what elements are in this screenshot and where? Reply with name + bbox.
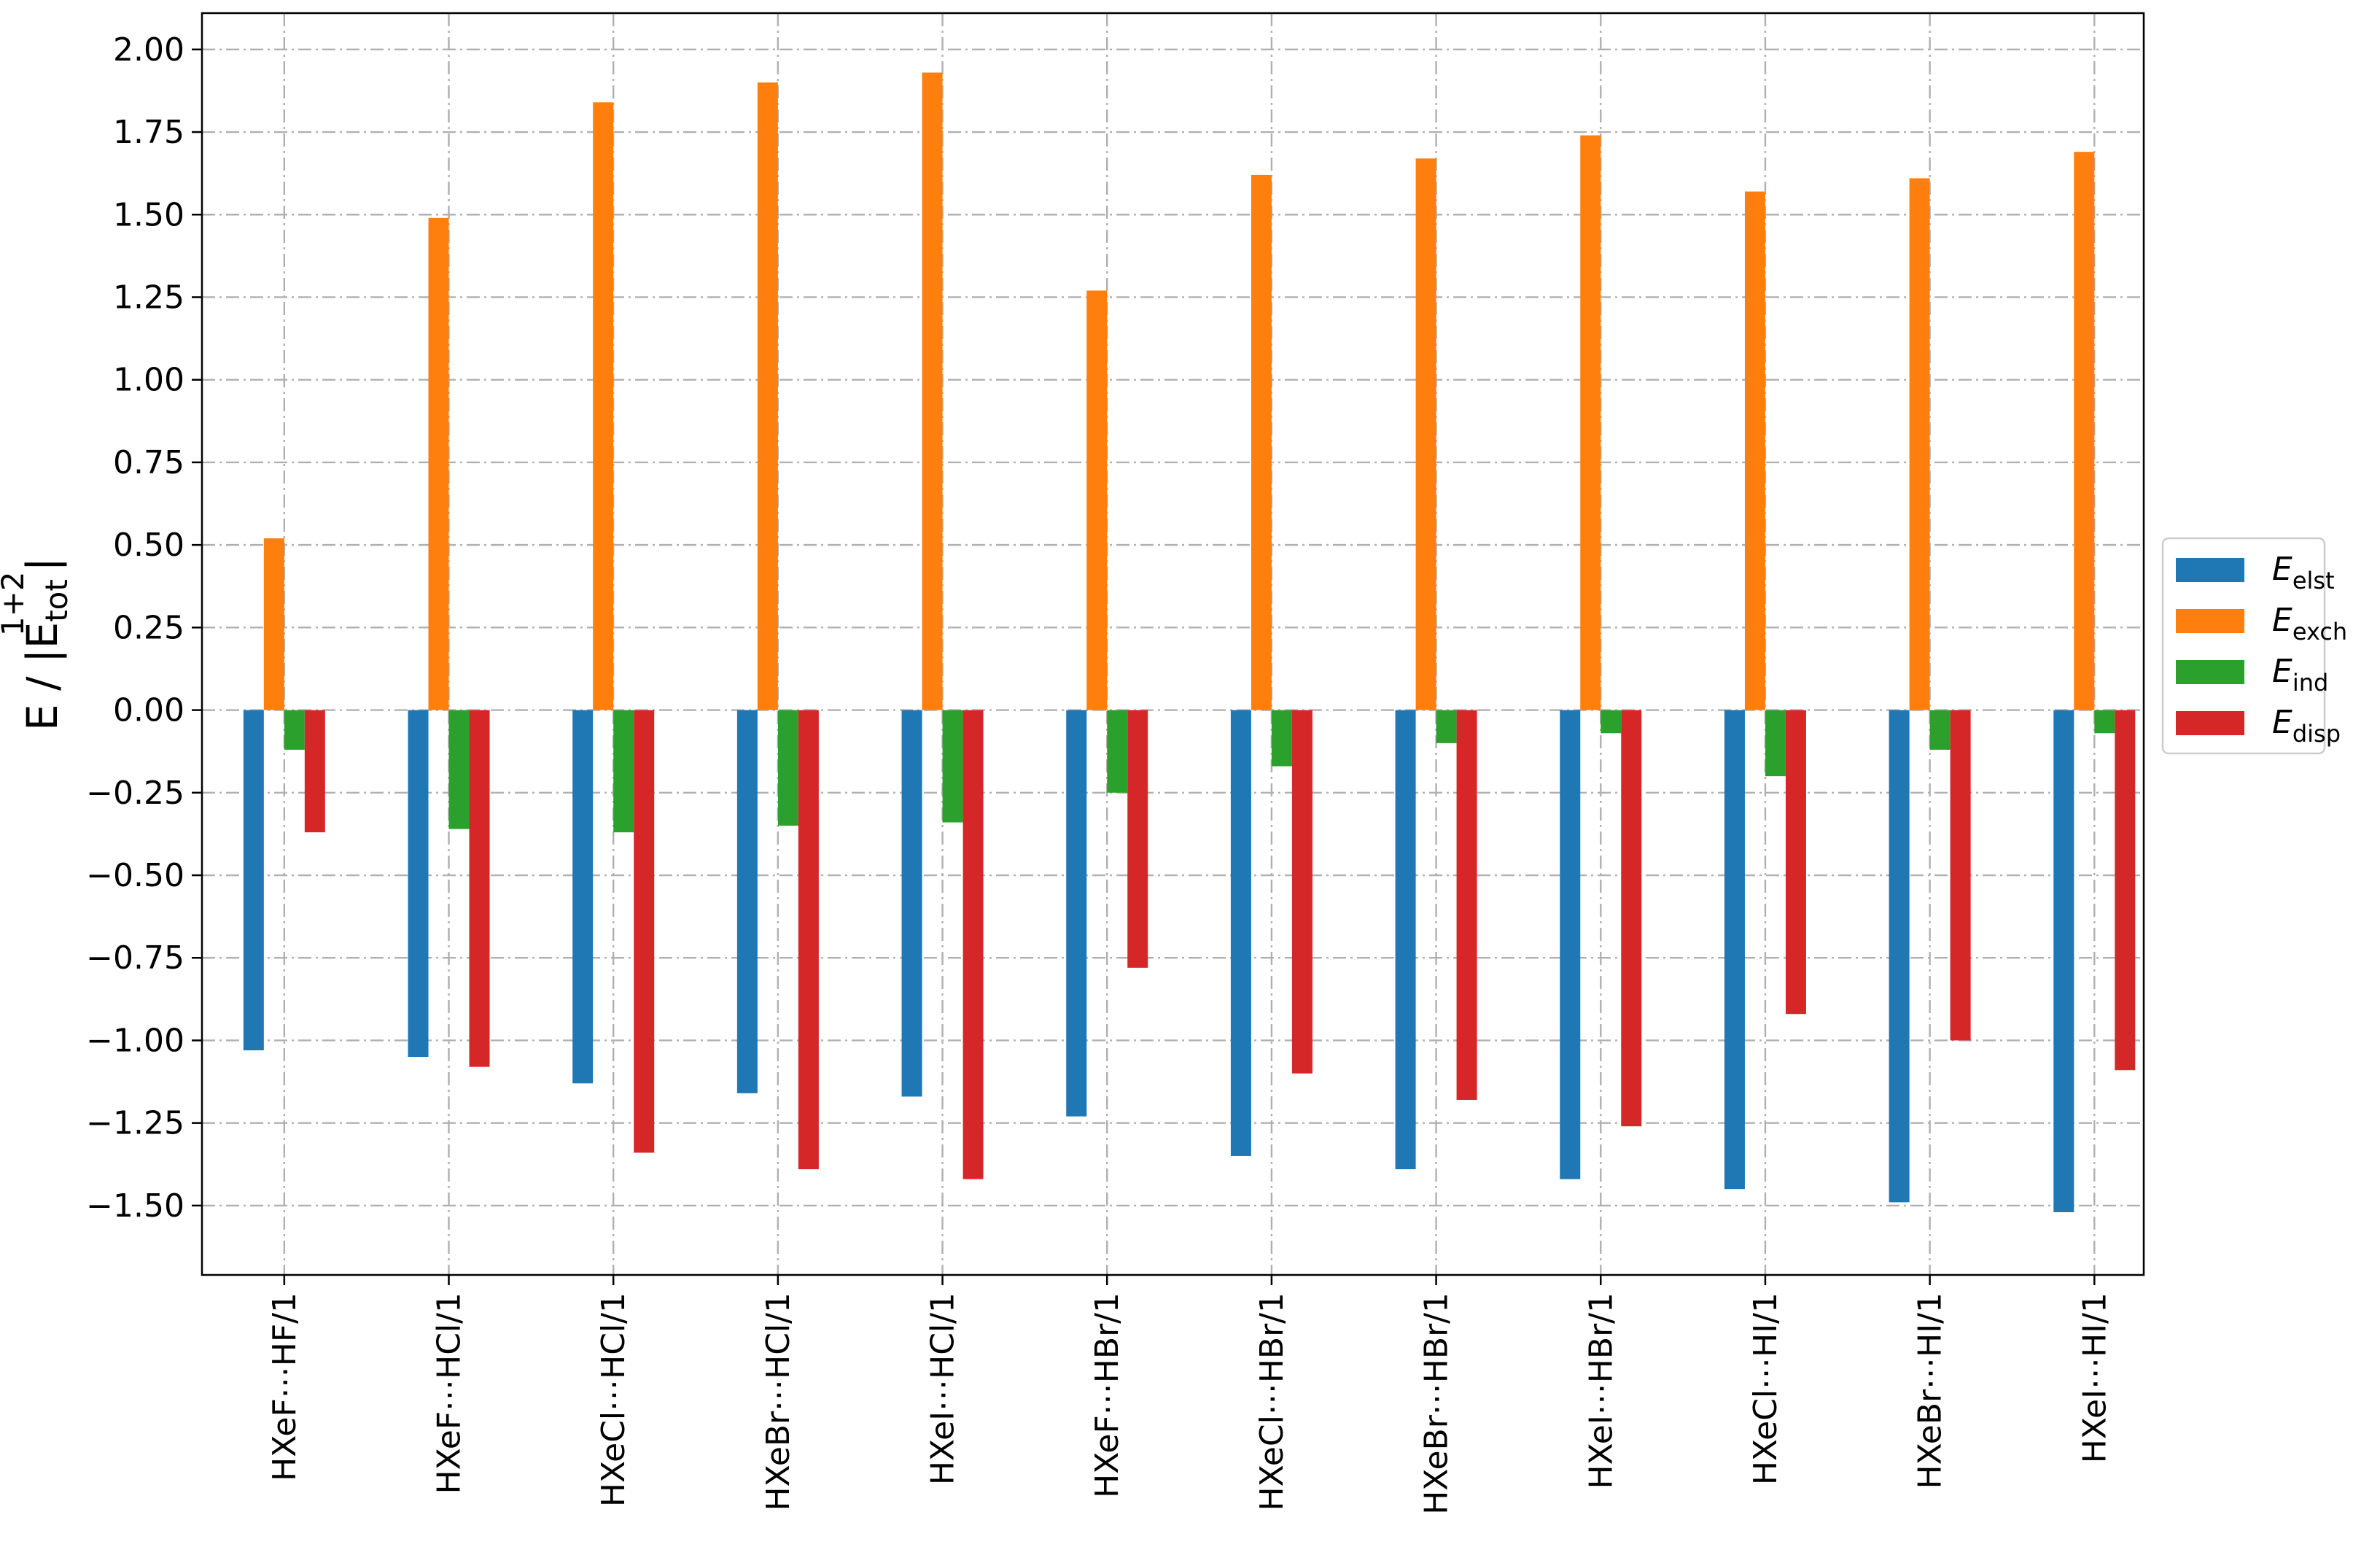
bar-disp-5	[1127, 710, 1148, 968]
bar-disp-10	[1950, 710, 1971, 1041]
bar-elst-1	[408, 710, 429, 1058]
y-tick-label: 0.00	[113, 692, 184, 729]
bar-disp-9	[1785, 710, 1806, 1015]
x-tick-label: HXeI⋯HBr/1	[1582, 1292, 1619, 1489]
bar-disp-4	[962, 710, 984, 1179]
legend: Eelst Eexch Eind Edisp	[2161, 537, 2347, 755]
bar-exch-11	[2074, 152, 2095, 710]
x-tick-label: HXeI⋯HI/1	[2076, 1292, 2113, 1463]
x-tick-label: HXeI⋯HCl/1	[925, 1292, 962, 1485]
y-tick-label: 0.75	[113, 444, 184, 481]
x-axis-ticks: HXeF⋯HF/1 HXeF⋯HCl/1 HXeCl⋯HCl/1 HXeBr⋯HCl/…	[266, 1275, 2113, 1515]
bar-ind-4	[942, 710, 963, 823]
y-axis-ticks: 2.00 1.75 1.50 1.25 1.00 0.75 0.50 0.25 0.00 −0.2…	[86, 31, 202, 1225]
y-tick-label: 1.00	[113, 362, 184, 399]
bar-elst-2	[572, 710, 594, 1084]
x-tick-label: HXeBr⋯HI/1	[1912, 1292, 1949, 1489]
bar-exch-8	[1580, 135, 1601, 710]
bar-elst-10	[1889, 710, 1910, 1203]
bar-ind-6	[1271, 710, 1292, 767]
legend-swatch-ind	[2176, 660, 2244, 684]
bar-ind-9	[1765, 710, 1786, 777]
y-tick-label: 2.00	[113, 31, 184, 69]
x-tick-label: HXeCl⋯HI/1	[1747, 1292, 1784, 1485]
legend-label-disp: Edisp	[2272, 704, 2341, 748]
bar-ind-5	[1107, 710, 1128, 793]
y-tick-label: 0.50	[113, 527, 184, 564]
bar-disp-1	[469, 710, 490, 1067]
bar-ind-3	[777, 710, 798, 826]
legend-box	[2161, 537, 2326, 755]
x-tick-label: HXeF⋯HCl/1	[431, 1292, 468, 1494]
bar-elst-9	[1724, 710, 1745, 1190]
x-tick-label: HXeBr⋯HBr/1	[1418, 1292, 1455, 1515]
y-tick-label: 0.25	[113, 609, 184, 646]
bar-ind-7	[1436, 710, 1457, 743]
bar-disp-0	[304, 710, 325, 833]
bar-elst-4	[901, 710, 922, 1097]
bar-exch-9	[1744, 191, 1765, 710]
bar-ind-1	[448, 710, 470, 829]
bar-ind-0	[284, 710, 305, 750]
y-axis-label: E / |Etot 1+2|	[0, 557, 74, 731]
y-axis-label-main: E / |E	[18, 622, 67, 731]
bar-elst-6	[1230, 710, 1251, 1156]
y-tick-label: 1.50	[113, 196, 184, 233]
bar-exch-3	[757, 82, 778, 710]
bar-disp-6	[1291, 710, 1312, 1074]
y-tick-label: −1.50	[86, 1187, 184, 1225]
legend-label-exch: Eexch	[2272, 602, 2347, 645]
y-tick-label: −0.25	[86, 775, 184, 812]
legend-swatch-elst	[2176, 558, 2244, 582]
bar-ind-11	[2094, 710, 2115, 734]
bars	[243, 72, 2136, 1212]
x-tick-label: HXeCl⋯HCl/1	[595, 1292, 632, 1507]
bar-exch-6	[1251, 174, 1272, 710]
y-tick-label: 1.25	[113, 279, 184, 316]
bar-exch-0	[263, 538, 284, 710]
bar-disp-11	[2115, 710, 2136, 1071]
x-tick-label: HXeBr⋯HCl/1	[760, 1292, 797, 1511]
bar-elst-8	[1560, 710, 1581, 1179]
bar-ind-2	[613, 710, 634, 833]
y-axis-label-sup: 1+2	[0, 572, 31, 637]
bar-exch-1	[428, 217, 449, 710]
bar-ind-10	[1929, 710, 1951, 750]
x-tick-label: HXeF⋯HBr/1	[1089, 1292, 1126, 1498]
bar-exch-10	[1909, 178, 1930, 710]
y-axis-label-sub: tot	[39, 579, 74, 622]
y-tick-label: −1.25	[86, 1105, 184, 1142]
bar-exch-7	[1415, 158, 1436, 710]
legend-label-elst: Eelst	[2272, 551, 2335, 594]
bar-exch-4	[922, 72, 943, 710]
bar-exch-2	[593, 102, 614, 710]
y-tick-label: 1.75	[113, 114, 184, 151]
bar-elst-5	[1066, 710, 1087, 1117]
y-tick-label: −1.00	[86, 1022, 184, 1059]
legend-swatch-disp	[2176, 711, 2244, 735]
grid	[202, 13, 2144, 1275]
bar-elst-11	[2053, 710, 2074, 1212]
bar-disp-2	[634, 710, 655, 1153]
legend-swatch-exch	[2176, 609, 2244, 633]
plot-frame	[201, 12, 2145, 1276]
y-tick-label: −0.50	[86, 857, 184, 894]
x-tick-label: HXeCl⋯HBr/1	[1253, 1292, 1291, 1511]
bar-exch-5	[1086, 290, 1108, 710]
bar-elst-7	[1395, 710, 1416, 1170]
bar-elst-0	[243, 710, 264, 1051]
x-tick-label: HXeF⋯HF/1	[266, 1292, 303, 1481]
bar-disp-7	[1456, 710, 1477, 1100]
bar-ind-8	[1601, 710, 1622, 734]
bar-disp-8	[1621, 710, 1642, 1127]
bar-elst-3	[736, 710, 758, 1093]
y-tick-label: −0.75	[86, 939, 184, 977]
legend-label-ind: Eind	[2272, 653, 2328, 697]
bar-disp-3	[798, 710, 819, 1170]
y-axis-label-close: |	[18, 557, 67, 572]
